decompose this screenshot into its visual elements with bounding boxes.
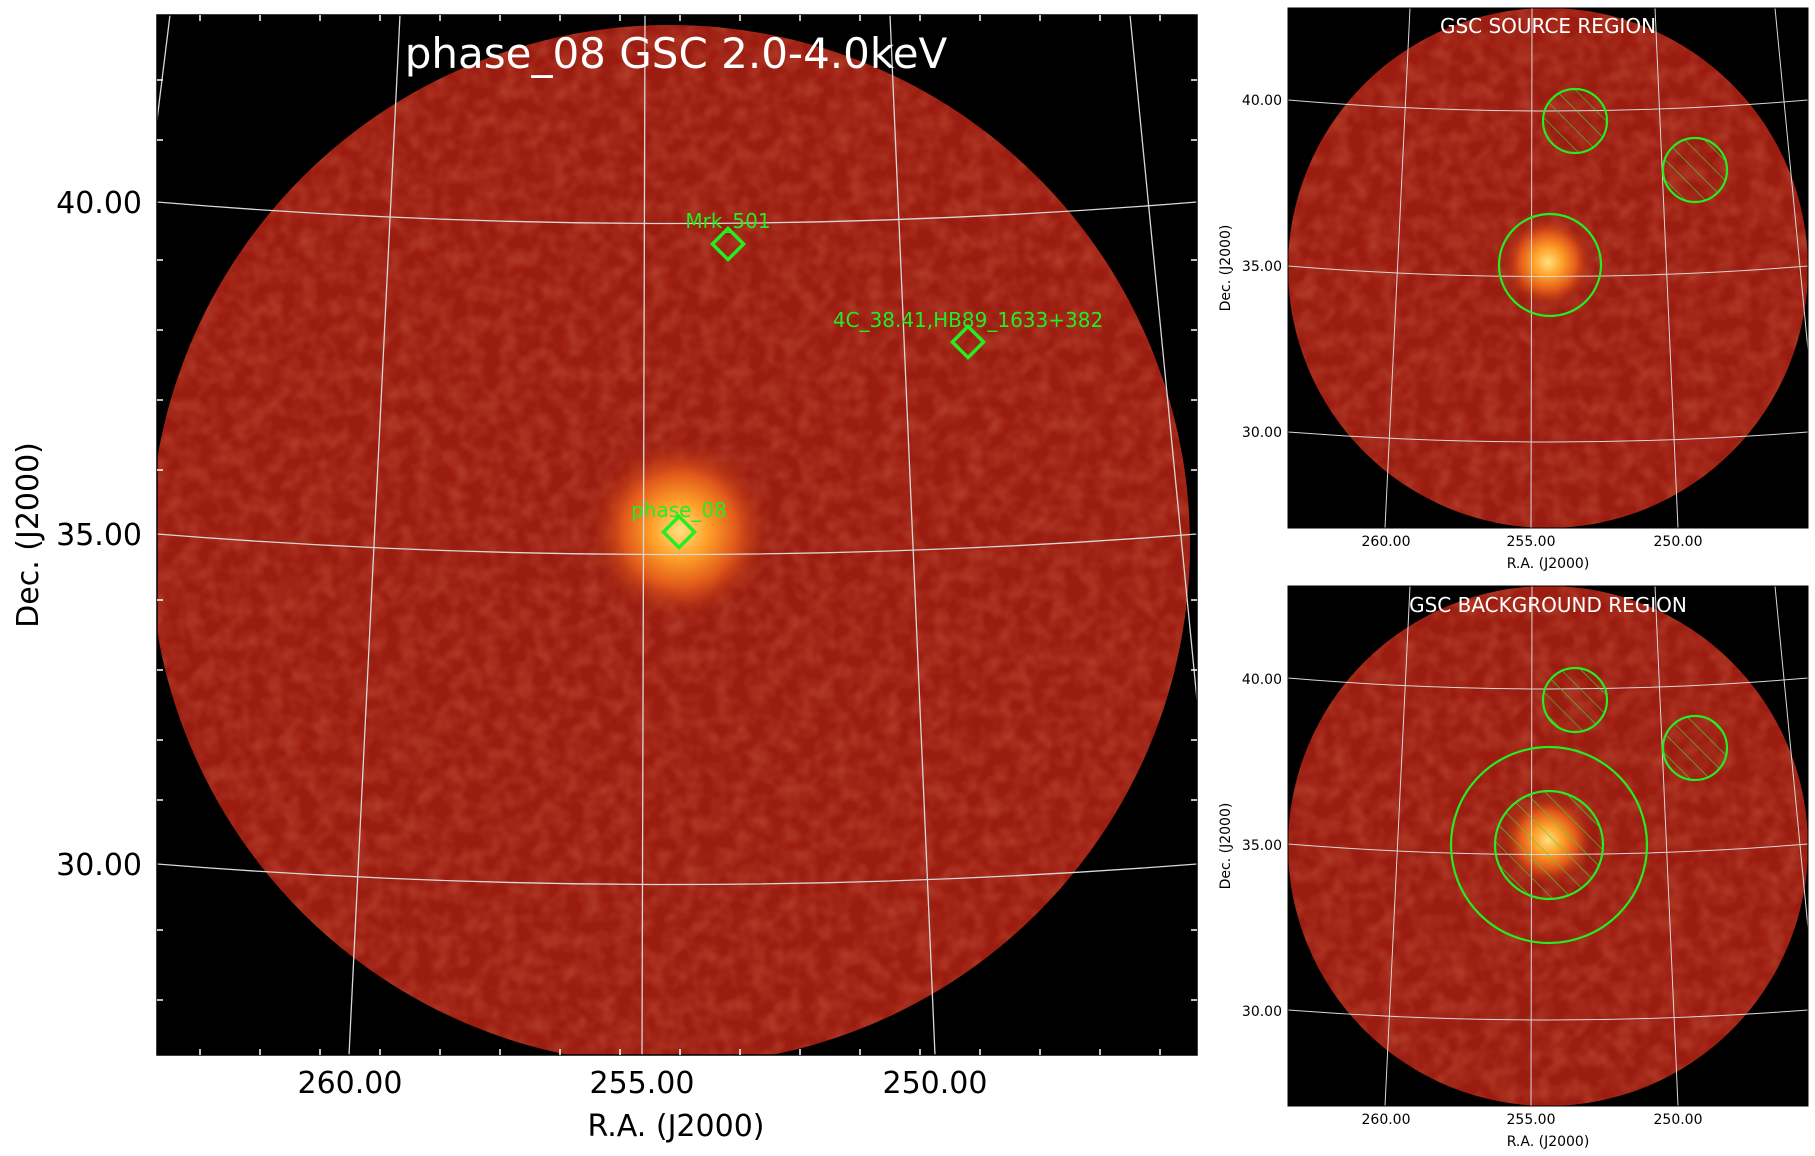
source-marker-4c3841[interactable] bbox=[949, 323, 987, 361]
source-label-mrk501: Mrk_501 bbox=[685, 209, 770, 233]
src-y-tick-30: 30.00 bbox=[1242, 425, 1282, 441]
main-tick-marks bbox=[157, 15, 1197, 1055]
main-source-glow bbox=[585, 435, 775, 625]
bkg-y-axis-label: Dec. (J2000) bbox=[1218, 803, 1234, 890]
source-label-4c3841: 4C_38.41,HB89_1633+382 bbox=[833, 308, 1103, 332]
source-label-phase08: phase_08 bbox=[631, 498, 727, 522]
src-y-tick-35: 35.00 bbox=[1242, 259, 1282, 275]
bkg-x-tick-250: 250.00 bbox=[1654, 1112, 1703, 1128]
src-source-glow bbox=[1500, 214, 1596, 310]
src-x-axis-label: R.A. (J2000) bbox=[1507, 556, 1590, 572]
main-frame bbox=[156, 14, 1198, 1056]
main-x-axis-label: R.A. (J2000) bbox=[588, 1109, 765, 1144]
src-x-tick-255: 255.00 bbox=[1507, 534, 1556, 550]
bkg-x-tick-255: 255.00 bbox=[1507, 1112, 1556, 1128]
background-region-panel: GSC BACKGROUND REGION 260.00 255.00 250.… bbox=[1218, 585, 1809, 1150]
bkg-y-tick-35: 35.00 bbox=[1242, 838, 1282, 854]
src-x-tick-260: 260.00 bbox=[1362, 534, 1411, 550]
src-x-tick-250: 250.00 bbox=[1654, 534, 1703, 550]
main-panel: Mrk_501 4C_38.41,HB89_1633+382 phase_08 … bbox=[11, 14, 1198, 1144]
main-y-tick-40: 40.00 bbox=[56, 186, 142, 221]
bkg-y-tick-40: 40.00 bbox=[1242, 672, 1282, 688]
source-region-panel: GSC SOURCE REGION 260.00 255.00 250.00 4… bbox=[1218, 7, 1809, 572]
main-source-markers bbox=[660, 225, 987, 551]
bkg-x-tick-260: 260.00 bbox=[1362, 1112, 1411, 1128]
main-x-tick-255: 255.00 bbox=[590, 1066, 695, 1101]
src-regions bbox=[1497, 87, 1729, 318]
bkg-excluded-mrk501[interactable] bbox=[1541, 666, 1609, 734]
bkg-excluded-source[interactable] bbox=[1493, 789, 1605, 901]
main-x-tick-260: 260.00 bbox=[298, 1066, 403, 1101]
bkg-y-tick-30: 30.00 bbox=[1242, 1004, 1282, 1020]
src-excluded-4c3841[interactable] bbox=[1661, 136, 1729, 204]
bkg-frame bbox=[1287, 585, 1809, 1107]
main-y-tick-35: 35.00 bbox=[56, 518, 142, 553]
main-y-axis-label: Dec. (J2000) bbox=[11, 442, 46, 628]
source-marker-mrk501[interactable] bbox=[709, 225, 747, 263]
src-excluded-mrk501[interactable] bbox=[1541, 87, 1609, 155]
src-y-tick-40: 40.00 bbox=[1242, 93, 1282, 109]
bkg-x-axis-label: R.A. (J2000) bbox=[1507, 1134, 1590, 1150]
main-x-tick-250: 250.00 bbox=[883, 1066, 988, 1101]
bkg-annulus-outer[interactable] bbox=[1449, 745, 1649, 945]
bkg-regions bbox=[1449, 666, 1729, 945]
src-title: GSC SOURCE REGION bbox=[1440, 14, 1656, 38]
src-frame bbox=[1287, 7, 1809, 529]
src-source-circle[interactable] bbox=[1497, 212, 1603, 318]
main-grid bbox=[157, 15, 1197, 1055]
source-marker-phase08[interactable] bbox=[660, 513, 698, 551]
src-y-axis-label: Dec. (J2000) bbox=[1218, 225, 1234, 312]
bkg-excluded-4c3841[interactable] bbox=[1661, 714, 1729, 782]
bkg-title: GSC BACKGROUND REGION bbox=[1409, 593, 1687, 617]
main-y-tick-30: 30.00 bbox=[56, 848, 142, 883]
main-title: phase_08 GSC 2.0-4.0keV bbox=[405, 29, 948, 78]
